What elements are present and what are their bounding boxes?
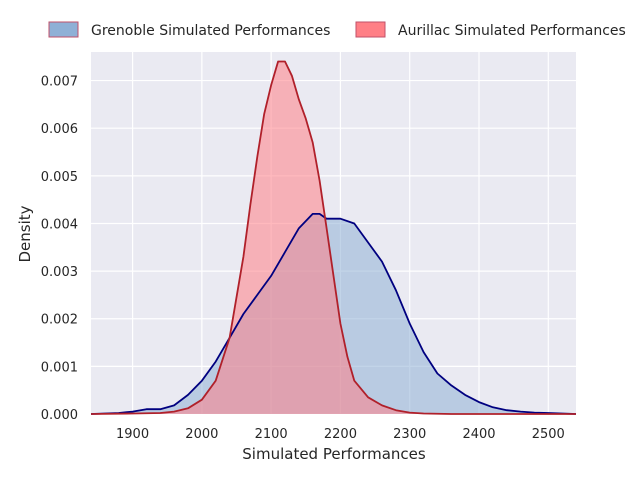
grenoble-density-line <box>90 213 577 415</box>
aurillac-density-area <box>91 61 576 414</box>
aurillac-legend-swatch <box>355 21 386 38</box>
y-tick-label: 0.002 <box>41 313 78 328</box>
aurillac-density-line <box>90 60 576 415</box>
x-tick-label: 2500 <box>532 427 565 442</box>
y-tick-label: 0.000 <box>41 408 78 423</box>
x-tick-label: 2300 <box>393 427 426 442</box>
x-tick-labels: 1900 2000 2100 2200 2300 2400 2500 <box>116 427 565 442</box>
aurillac-legend-label: Aurillac Simulated Performances <box>398 23 626 39</box>
y-tick-label: 0.005 <box>41 170 78 185</box>
x-tick-label: 2100 <box>255 427 288 442</box>
y-axis-title: Density <box>16 205 34 262</box>
series-layer <box>90 60 577 415</box>
x-tick-label: 1900 <box>116 427 149 442</box>
y-tick-label: 0.001 <box>41 360 78 375</box>
y-tick-label: 0.003 <box>41 265 78 280</box>
x-axis-title: Simulated Performances <box>242 445 426 463</box>
x-tick-label: 2400 <box>462 427 495 442</box>
y-tick-label: 0.004 <box>41 217 78 232</box>
grenoble-legend-label: Grenoble Simulated Performances <box>91 23 330 39</box>
x-tick-label: 2200 <box>324 427 357 442</box>
grenoble-legend-swatch <box>48 21 79 38</box>
y-tick-label: 0.007 <box>41 75 78 90</box>
y-tick-label: 0.006 <box>41 122 78 137</box>
x-tick-label: 2000 <box>185 427 218 442</box>
y-tick-labels: 0.000 0.001 0.002 0.003 0.004 0.005 0.006 0.007 <box>41 75 78 423</box>
legend: Grenoble Simulated Performances Aurillac … <box>48 21 626 39</box>
